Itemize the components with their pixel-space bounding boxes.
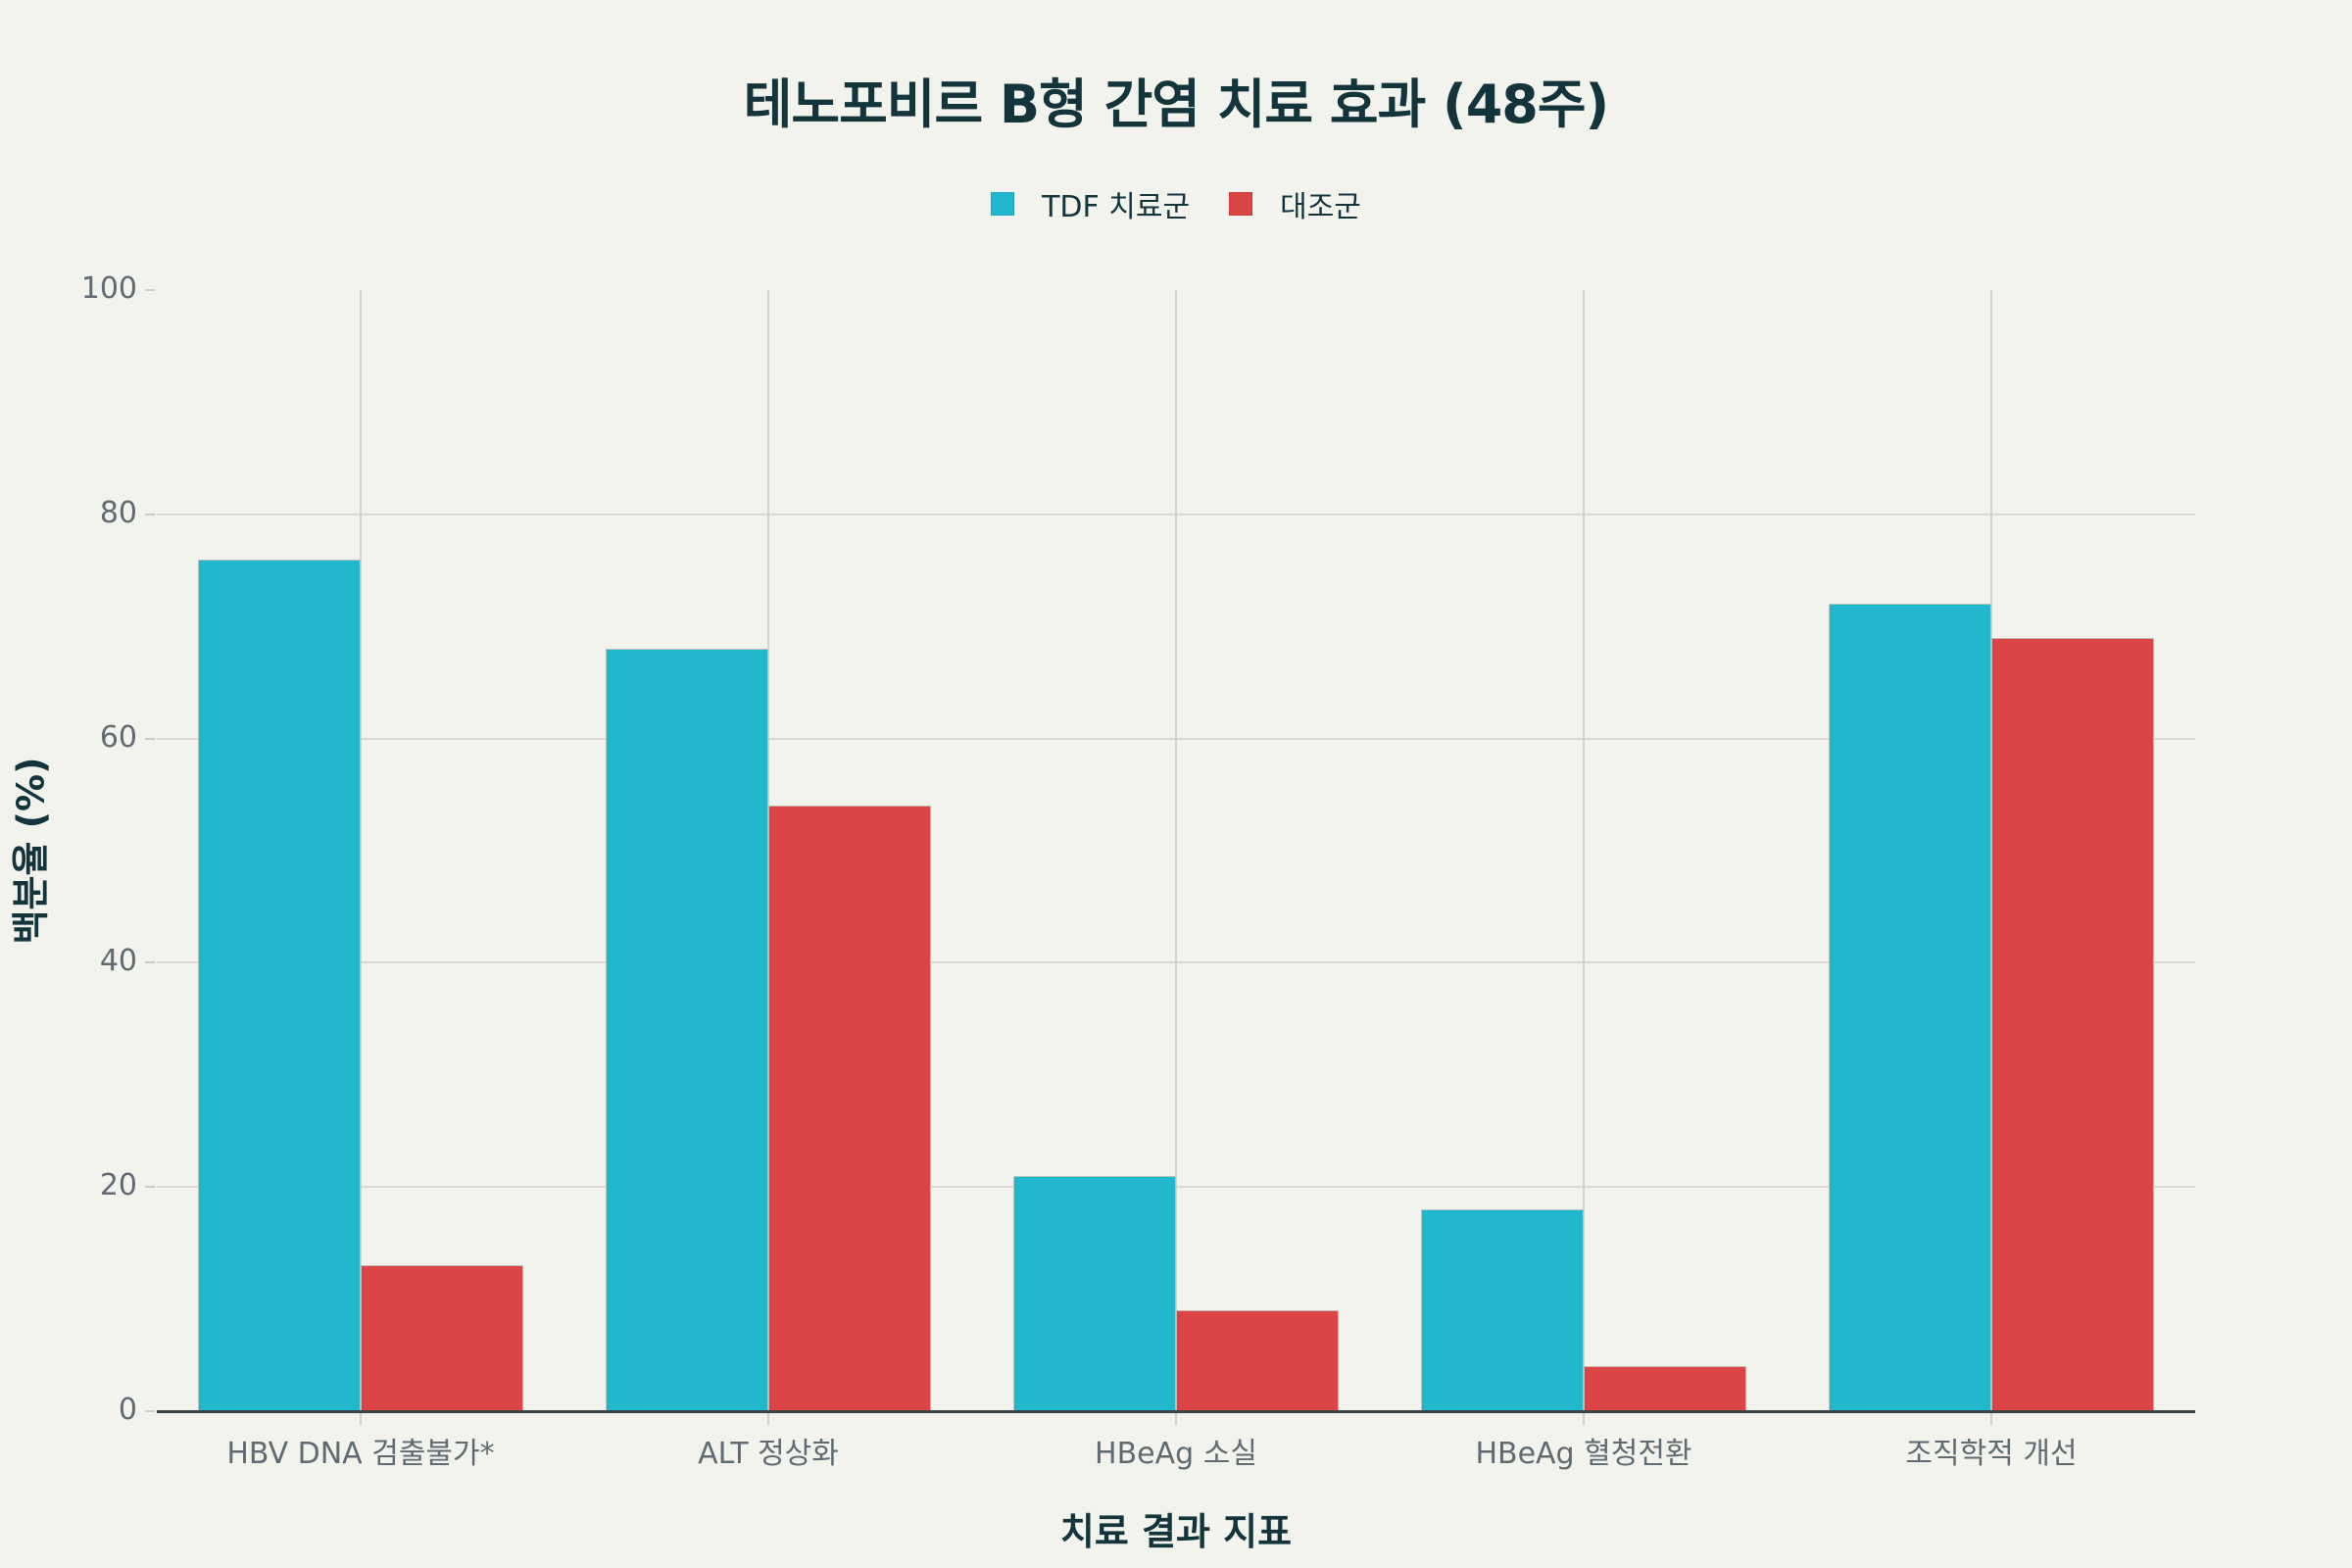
legend-label-control: 대조군 [1280, 190, 1361, 224]
y-tick-mark [145, 737, 155, 740]
bar-control[interactable] [1584, 1366, 1747, 1411]
y-tick-mark [145, 289, 155, 291]
x-tick-label: ALT 정상화 [698, 1437, 839, 1471]
x-tick-label: HBV DNA 검출불가* [226, 1437, 495, 1471]
x-tick-mark [1583, 1413, 1585, 1425]
x-tick-mark [767, 1413, 769, 1425]
legend-swatch-control [1229, 192, 1253, 216]
bar-tdf[interactable] [1420, 1209, 1584, 1411]
y-tick-label: 40 [99, 944, 137, 979]
x-tick-label: HBeAg 혈청전환 [1475, 1437, 1692, 1471]
x-tick-mark [1990, 1413, 1992, 1425]
bar-control[interactable] [361, 1265, 524, 1411]
x-tick-mark [1175, 1413, 1177, 1425]
y-tick-mark [145, 961, 155, 964]
legend-label-tdf: TDF 치료군 [1042, 190, 1191, 224]
bar-control[interactable] [1176, 1310, 1340, 1411]
y-tick-mark [145, 1186, 155, 1189]
v-gridline [360, 290, 362, 1411]
bar-control[interactable] [1991, 637, 2155, 1411]
v-gridline [1175, 290, 1177, 1411]
legend-item-control[interactable]: 대조군 [1229, 182, 1361, 225]
x-tick-label: HBeAg 소실 [1095, 1437, 1257, 1471]
x-tick-mark [360, 1413, 362, 1425]
x-tick-label: 조직학적 개선 [1905, 1437, 2078, 1471]
x-axis-title: 치료 결과 지표 [1059, 1510, 1293, 1553]
x-axis-line [157, 1410, 2195, 1413]
bar-tdf[interactable] [605, 649, 768, 1411]
y-axis-title: 백분율 (%) [9, 757, 53, 945]
y-tick-label: 60 [99, 719, 137, 755]
legend-item-tdf[interactable]: TDF 치료군 [991, 182, 1190, 225]
bar-tdf[interactable] [197, 559, 361, 1411]
y-tick-mark [145, 513, 155, 515]
y-tick-mark [145, 1410, 155, 1412]
legend: TDF 치료군 대조군 [0, 182, 2352, 225]
bar-tdf[interactable] [1012, 1175, 1176, 1411]
y-tick-label: 100 [80, 271, 137, 306]
bar-tdf[interactable] [1828, 604, 1991, 1411]
v-gridline [1583, 290, 1585, 1411]
bar-control[interactable] [768, 806, 932, 1411]
plot-area [157, 290, 2195, 1413]
legend-swatch-tdf [991, 192, 1015, 216]
y-tick-label: 80 [99, 495, 137, 530]
y-tick-label: 0 [118, 1393, 137, 1427]
chart-title: 테노포비르 B형 간염 치료 효과 (48주) [743, 74, 1610, 135]
y-tick-label: 20 [99, 1168, 137, 1203]
